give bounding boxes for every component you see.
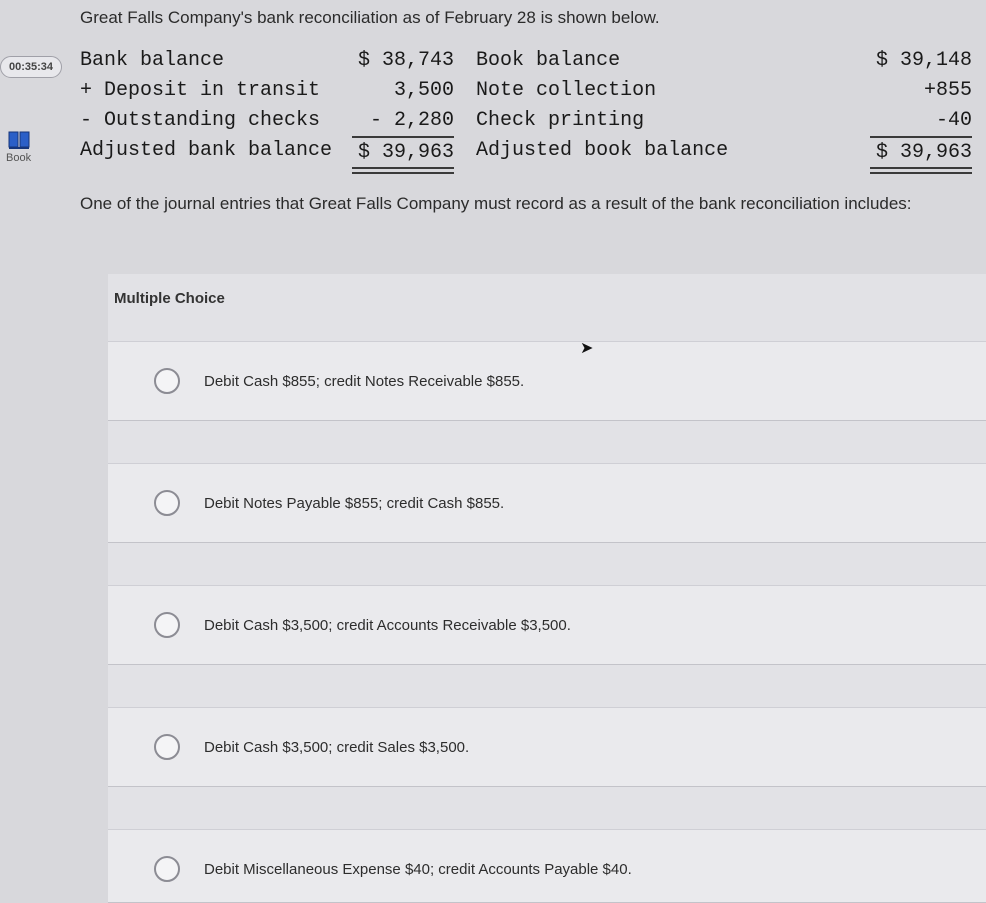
row-value: 3,500 xyxy=(352,76,454,106)
timer-pill: 00:35:34 xyxy=(0,56,62,78)
choice-c[interactable]: Debit Cash $3,500; credit Accounts Recei… xyxy=(108,585,986,665)
choice-text: Debit Notes Payable $855; credit Cash $8… xyxy=(204,495,504,512)
timer-value: 00:35:34 xyxy=(9,61,53,73)
row-value: +855 xyxy=(728,76,972,106)
intro-text: Great Falls Company's bank reconciliatio… xyxy=(80,8,986,28)
row-label: Book balance xyxy=(476,46,728,76)
ebook-button[interactable]: Book xyxy=(6,130,31,164)
choice-text: Debit Cash $855; credit Notes Receivable… xyxy=(204,373,524,390)
bank-values: $ 38,743 3,500 - 2,280 $ 39,963 xyxy=(332,46,476,168)
question-text: One of the journal entries that Great Fa… xyxy=(80,194,986,214)
row-value: $ 38,743 xyxy=(352,46,454,76)
row-value: $ 39,148 xyxy=(728,46,972,76)
left-rail: 00:35:34 Book xyxy=(0,0,52,833)
choice-text: Debit Cash $3,500; credit Sales $3,500. xyxy=(204,739,469,756)
row-total: $ 39,963 xyxy=(352,138,454,168)
bank-labels: Bank balance + Deposit in transit - Outs… xyxy=(80,46,332,168)
book-values: $ 39,148 +855 -40 $ 39,963 xyxy=(728,46,986,168)
row-label: Check printing xyxy=(476,106,728,136)
choice-b[interactable]: Debit Notes Payable $855; credit Cash $8… xyxy=(108,463,986,543)
book-icon xyxy=(7,130,31,150)
book-label: Book xyxy=(6,152,31,164)
radio-icon[interactable] xyxy=(154,612,180,638)
radio-icon[interactable] xyxy=(154,490,180,516)
radio-icon[interactable] xyxy=(154,856,180,882)
choice-e[interactable]: Debit Miscellaneous Expense $40; credit … xyxy=(108,829,986,903)
row-label: Adjusted bank balance xyxy=(80,136,332,166)
question-content: Great Falls Company's bank reconciliatio… xyxy=(80,0,986,903)
multiple-choice-area: Multiple Choice Debit Cash $855; credit … xyxy=(108,274,986,903)
radio-icon[interactable] xyxy=(154,734,180,760)
mc-heading: Multiple Choice xyxy=(108,284,986,341)
row-label: - Outstanding checks xyxy=(80,106,332,136)
row-label: Adjusted book balance xyxy=(476,136,728,166)
row-total: $ 39,963 xyxy=(870,138,972,168)
choice-d[interactable]: Debit Cash $3,500; credit Sales $3,500. xyxy=(108,707,986,787)
row-value: -40 xyxy=(870,106,972,138)
radio-icon[interactable] xyxy=(154,368,180,394)
row-label: Bank balance xyxy=(80,46,332,76)
choice-text: Debit Cash $3,500; credit Accounts Recei… xyxy=(204,617,571,634)
reconciliation-table: Bank balance + Deposit in transit - Outs… xyxy=(80,46,986,168)
row-value: - 2,280 xyxy=(352,106,454,138)
row-label: Note collection xyxy=(476,76,728,106)
row-label: + Deposit in transit xyxy=(80,76,332,106)
choice-a[interactable]: Debit Cash $855; credit Notes Receivable… xyxy=(108,341,986,421)
book-labels: Book balance Note collection Check print… xyxy=(476,46,728,168)
choice-text: Debit Miscellaneous Expense $40; credit … xyxy=(204,861,632,878)
